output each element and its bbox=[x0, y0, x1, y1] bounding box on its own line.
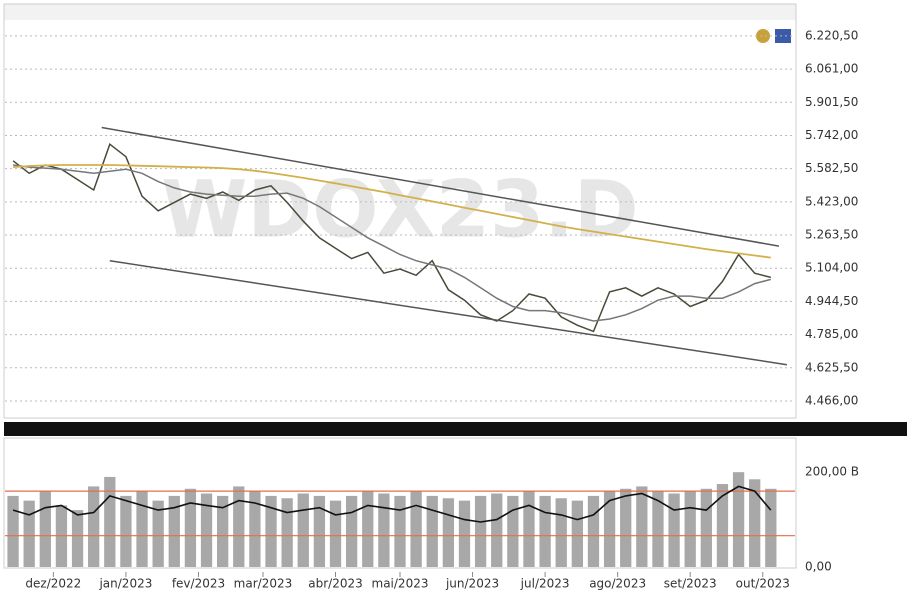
volume-bar bbox=[345, 495, 358, 567]
volume-bar bbox=[265, 495, 277, 567]
x-tick-label: set/2023 bbox=[664, 577, 717, 591]
volume-bar bbox=[71, 510, 84, 567]
volume-bar bbox=[120, 495, 132, 567]
x-tick-label: jul/2023 bbox=[520, 577, 570, 591]
volume-bar bbox=[410, 491, 422, 567]
volume-bar bbox=[39, 491, 51, 567]
volume-bar bbox=[200, 493, 213, 567]
series-line bbox=[101, 126, 780, 247]
volume-bar bbox=[587, 495, 600, 567]
volume-bar bbox=[539, 495, 551, 567]
volume-bar bbox=[749, 479, 761, 567]
x-tick-label: jun/2023 bbox=[445, 577, 499, 591]
volume-bar bbox=[555, 498, 567, 567]
x-tick-label: ago/2023 bbox=[589, 577, 646, 591]
x-tick-label: dez/2022 bbox=[25, 577, 81, 591]
volume-bar bbox=[442, 498, 455, 567]
volume-bar bbox=[426, 495, 438, 567]
flag-icon bbox=[775, 29, 791, 43]
y-tick-label: 5.104,00 bbox=[805, 261, 858, 275]
volume-bar bbox=[217, 495, 229, 567]
volume-bar bbox=[297, 493, 309, 567]
series-line bbox=[13, 164, 771, 259]
volume-bar bbox=[362, 491, 374, 567]
series-line bbox=[12, 142, 771, 333]
y-tick-label: 5.582,50 bbox=[805, 161, 858, 175]
volume-bar bbox=[184, 488, 197, 567]
volume-bar bbox=[732, 472, 745, 567]
y-tick-label: 6.220,50 bbox=[805, 28, 858, 42]
x-tick-label: mar/2023 bbox=[234, 577, 293, 591]
y-tick-label: 4.466,00 bbox=[805, 393, 858, 407]
volume-bar bbox=[281, 498, 293, 567]
volume-bar bbox=[104, 476, 116, 567]
y-tick-label: 6.061,00 bbox=[805, 62, 858, 76]
volume-average bbox=[12, 485, 772, 523]
y-tick-label: 5.901,50 bbox=[805, 95, 858, 109]
volume-bar bbox=[474, 495, 487, 567]
volume-bar bbox=[765, 488, 777, 567]
x-tick-label: fev/2023 bbox=[172, 577, 225, 591]
volume-bar bbox=[23, 500, 35, 567]
y-tick-label: 0,00 bbox=[805, 560, 832, 574]
volume-bar bbox=[394, 495, 406, 567]
coin-icon bbox=[756, 29, 770, 43]
series-line bbox=[13, 164, 771, 322]
x-tick-label: out/2023 bbox=[736, 577, 790, 591]
volume-bar bbox=[652, 491, 664, 567]
volume-bar bbox=[603, 491, 616, 567]
volume-bar bbox=[668, 493, 680, 567]
x-tick-label: abr/2023 bbox=[308, 577, 363, 591]
toolbar bbox=[4, 4, 796, 20]
volume-bar bbox=[636, 486, 648, 567]
volume-bar bbox=[378, 493, 390, 567]
volume-bar bbox=[684, 491, 696, 567]
x-tick-label: jan/2023 bbox=[98, 577, 152, 591]
volume-bar bbox=[168, 495, 180, 567]
series-line bbox=[109, 259, 788, 366]
volume-bar bbox=[329, 500, 342, 567]
y-tick-label: 5.423,00 bbox=[805, 194, 858, 208]
y-tick-label: 5.742,00 bbox=[805, 128, 858, 142]
price-panel bbox=[3, 3, 797, 419]
volume-bar bbox=[716, 484, 729, 567]
volume-bar bbox=[7, 495, 19, 567]
volume-bar bbox=[523, 491, 535, 567]
y-tick-label: 4.625,50 bbox=[805, 360, 858, 374]
volume-bar bbox=[313, 495, 326, 567]
volume-bar bbox=[507, 495, 519, 567]
volume-bar bbox=[571, 500, 583, 567]
panel-divider bbox=[4, 422, 907, 436]
y-tick-label: 4.785,00 bbox=[805, 327, 858, 341]
volume-bar bbox=[233, 486, 245, 567]
volume-panel bbox=[3, 437, 797, 569]
y-tick-label: 5.263,50 bbox=[805, 228, 858, 242]
volume-bar bbox=[136, 491, 148, 567]
volume-bar bbox=[458, 500, 471, 567]
volume-bar bbox=[88, 486, 100, 567]
y-tick-label: 200,00 B bbox=[805, 465, 859, 479]
volume-bar bbox=[152, 500, 164, 567]
volume-bar bbox=[249, 491, 261, 567]
volume-bar bbox=[620, 488, 632, 567]
volume-bar bbox=[491, 493, 503, 567]
x-tick-label: mai/2023 bbox=[372, 577, 429, 591]
y-tick-label: 4.944,50 bbox=[805, 294, 858, 308]
volume-bar bbox=[700, 488, 712, 567]
